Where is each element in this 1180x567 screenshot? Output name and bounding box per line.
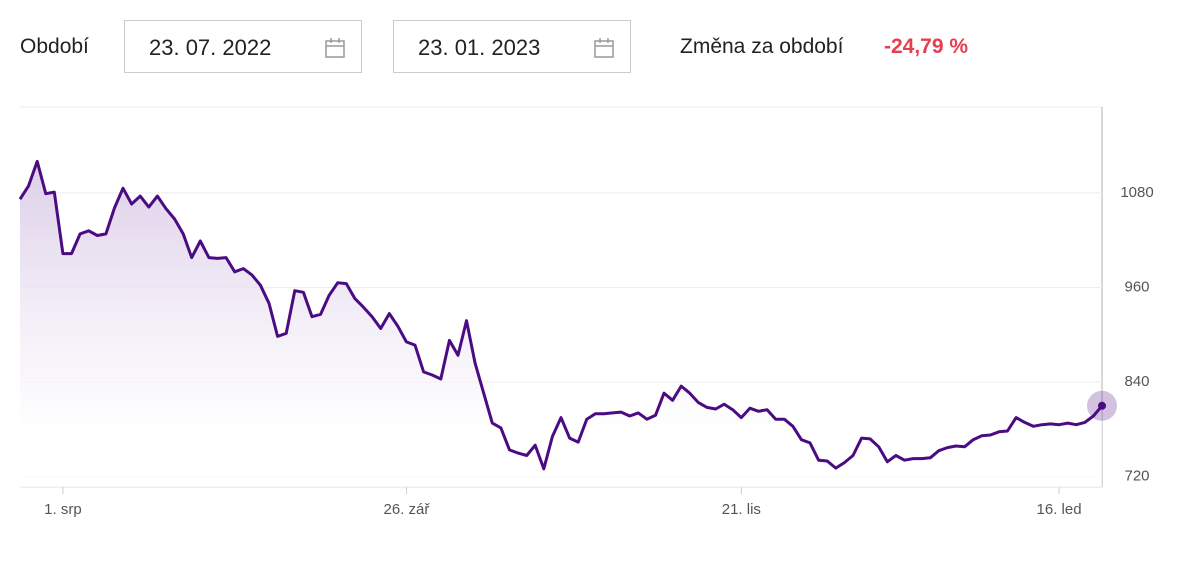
x-tick-label: 1. srp xyxy=(44,501,82,518)
date-input[interactable]: 23. 01. 2023 xyxy=(393,20,631,73)
end-point xyxy=(1098,401,1106,410)
date-to: 23. 01. 2023 xyxy=(418,35,541,60)
y-tick-label: 1080 xyxy=(1120,184,1153,201)
date-from: 23. 07. 2022 xyxy=(149,35,272,60)
x-tick-label: 26. zář xyxy=(383,501,430,518)
y-tick-label: 840 xyxy=(1124,373,1149,390)
area xyxy=(20,161,1102,487)
y-tick-label: 960 xyxy=(1124,279,1149,296)
period-label: Období xyxy=(20,35,89,58)
calendar-icon[interactable] xyxy=(324,37,346,59)
x-tick-label: 16. led xyxy=(1037,501,1082,518)
change-label: Změna za období xyxy=(680,35,844,58)
calendar-icon[interactable] xyxy=(593,37,615,59)
date-input[interactable]: 23. 07. 2022 xyxy=(124,20,362,73)
line xyxy=(18,159,1104,471)
y-tick-label: 720 xyxy=(1124,468,1149,485)
x-tick-label: 21. lis xyxy=(722,501,761,518)
change-value: -24,79 % xyxy=(884,35,969,58)
